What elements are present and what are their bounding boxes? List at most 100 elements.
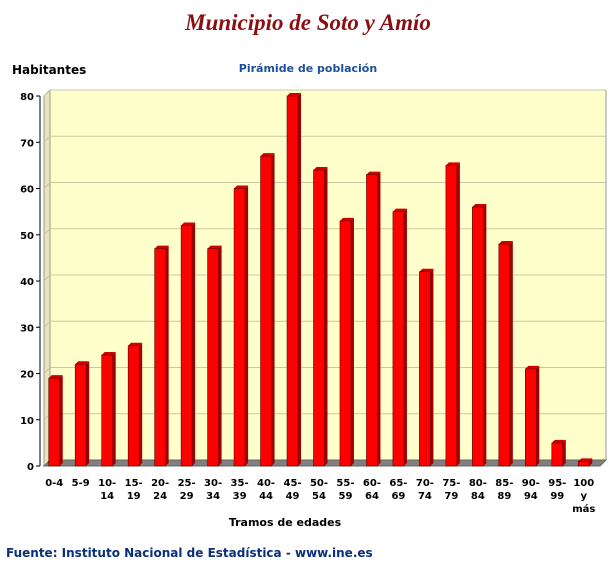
x-tick-label: 5-9 [72, 478, 90, 489]
bar [366, 171, 381, 467]
bar-side [430, 268, 434, 466]
bar-front [577, 461, 590, 467]
bar-side [403, 208, 407, 466]
bar-side [377, 171, 381, 466]
bar [419, 268, 434, 467]
bar [74, 361, 90, 467]
bar-front [207, 248, 219, 467]
chart-subtitle: Pirámide de población [238, 62, 378, 75]
bar [498, 241, 513, 467]
gridline [43, 367, 51, 374]
bar-front [154, 248, 166, 467]
bar-top [419, 268, 434, 272]
bar-front [339, 220, 352, 467]
bar-top [445, 162, 460, 166]
bar [392, 208, 407, 467]
bar [551, 439, 566, 467]
bar-side [271, 153, 275, 466]
bar-side [536, 365, 540, 466]
bar-front [180, 225, 193, 467]
x-tick-label: 45-49 [283, 478, 301, 502]
bar [286, 93, 302, 467]
bar-front [419, 271, 431, 467]
bar-front [498, 243, 511, 467]
bar [101, 352, 116, 467]
bar [472, 204, 487, 467]
y-tick-label: 10 [20, 416, 34, 427]
gridline [43, 89, 51, 97]
source-note: Fuente: Instituto Nacional de Estadístic… [6, 546, 373, 560]
bar [445, 162, 460, 467]
gridline [43, 274, 51, 282]
x-tick-label: 65-69 [389, 478, 407, 502]
bar-front [366, 174, 378, 467]
x-axis-ticks: 0-4 5-9 10-14 15-19 20-24 25-29 30-34 35-39 40-4… [45, 478, 595, 515]
bar-top [207, 245, 222, 249]
bar-side [59, 375, 63, 466]
x-tick-label: 85-89 [495, 478, 513, 502]
y-axis-label: Habitantes [12, 63, 87, 77]
bar-top [48, 375, 63, 379]
bar-top [339, 217, 354, 221]
bar [233, 185, 249, 467]
x-tick-label: 80-84 [469, 478, 487, 502]
x-tick-label: 25-29 [178, 478, 196, 502]
bar-side [112, 352, 116, 466]
x-tick-label: 55-59 [336, 478, 354, 502]
bar-side [562, 439, 566, 466]
x-tick-label: 20-24 [151, 478, 169, 502]
bar-front [286, 95, 299, 467]
x-tick-label: 100 y más [572, 478, 595, 515]
bar-front [233, 188, 246, 467]
bar-front [472, 206, 484, 467]
gridline [43, 228, 51, 236]
bar-top [313, 167, 328, 170]
bar-side [139, 342, 143, 466]
bar-front [551, 442, 564, 467]
bar [180, 222, 196, 467]
y-tick-label: 50 [20, 231, 34, 242]
bar-side [165, 245, 169, 466]
bar-top [578, 458, 593, 462]
bar-front [392, 211, 405, 467]
bar-front [313, 169, 325, 467]
bar-side [86, 361, 90, 466]
bar [154, 245, 169, 467]
gridline [43, 182, 51, 189]
bar-top [260, 153, 275, 157]
bars [48, 93, 593, 467]
bar [313, 167, 328, 467]
bar-side [192, 222, 196, 466]
x-tick-label: 70-74 [416, 478, 434, 502]
y-tick-label: 60 [20, 185, 34, 196]
bar-top [128, 342, 143, 346]
bar-front [260, 155, 272, 467]
y-tick-label: 20 [20, 370, 34, 381]
x-tick-label: 90-94 [522, 478, 540, 502]
x-tick-label: 0-4 [45, 478, 63, 489]
bar-top [154, 245, 169, 249]
bar-side [350, 217, 354, 466]
bar-side [509, 241, 513, 466]
bar-front [525, 368, 537, 467]
bar-front [445, 165, 458, 467]
bar [525, 365, 540, 467]
bar-side [298, 93, 302, 466]
bar-side [483, 204, 487, 466]
bar-top [181, 222, 196, 226]
bar-top [551, 439, 566, 443]
bar-side [589, 458, 593, 466]
bar-front [74, 363, 87, 467]
x-axis-label: Tramos de edades [228, 516, 342, 529]
bar-top [472, 204, 487, 207]
bar-front [127, 345, 140, 467]
bar-top [75, 361, 90, 365]
x-tick-label: 10-14 [98, 478, 116, 502]
bar-top [101, 352, 116, 355]
bar-top [366, 171, 381, 175]
bar-side [218, 245, 222, 466]
x-tick-label: 60-64 [363, 478, 381, 502]
bar-top [525, 365, 540, 369]
x-tick-label: 35-39 [231, 478, 249, 502]
